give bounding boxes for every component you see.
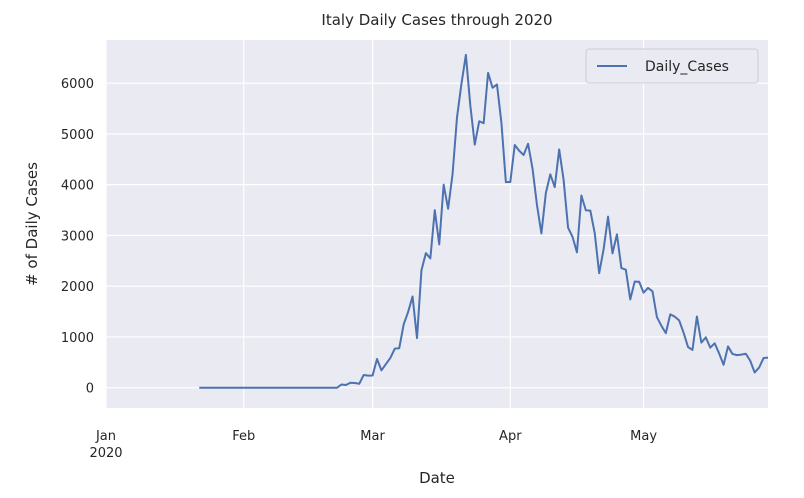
y-tick-label: 6000 [61,77,94,92]
y-tick-label: 5000 [61,128,94,143]
x-tick-label: May [630,429,657,444]
x-tick-label: Apr [499,429,522,444]
x-axis-title: Date [419,469,455,487]
x-tick-label: Jan [95,429,116,444]
y-tick-label: 2000 [61,280,94,295]
x-tick-sublabel: 2020 [89,446,122,461]
x-tick-labels: Jan 2020 Feb Mar Apr May [89,429,657,461]
legend-label: Daily_Cases [645,59,729,75]
y-tick-label: 4000 [61,179,94,194]
chart-title: Italy Daily Cases through 2020 [321,11,552,29]
series-line-daily-cases [199,53,769,389]
legend: Daily_Cases [585,48,759,84]
x-tick-label: Mar [360,429,385,444]
x-tick-label: Feb [232,429,255,444]
y-axis-title: # of Daily Cases [23,162,41,286]
grid-lines [105,40,768,408]
y-tick-labels: 0 1000 2000 3000 4000 5000 6000 [61,77,94,397]
y-tick-label: 1000 [61,331,94,346]
legend-box [585,48,759,84]
y-tick-label: 3000 [61,229,94,244]
y-tick-label: 0 [86,382,94,397]
